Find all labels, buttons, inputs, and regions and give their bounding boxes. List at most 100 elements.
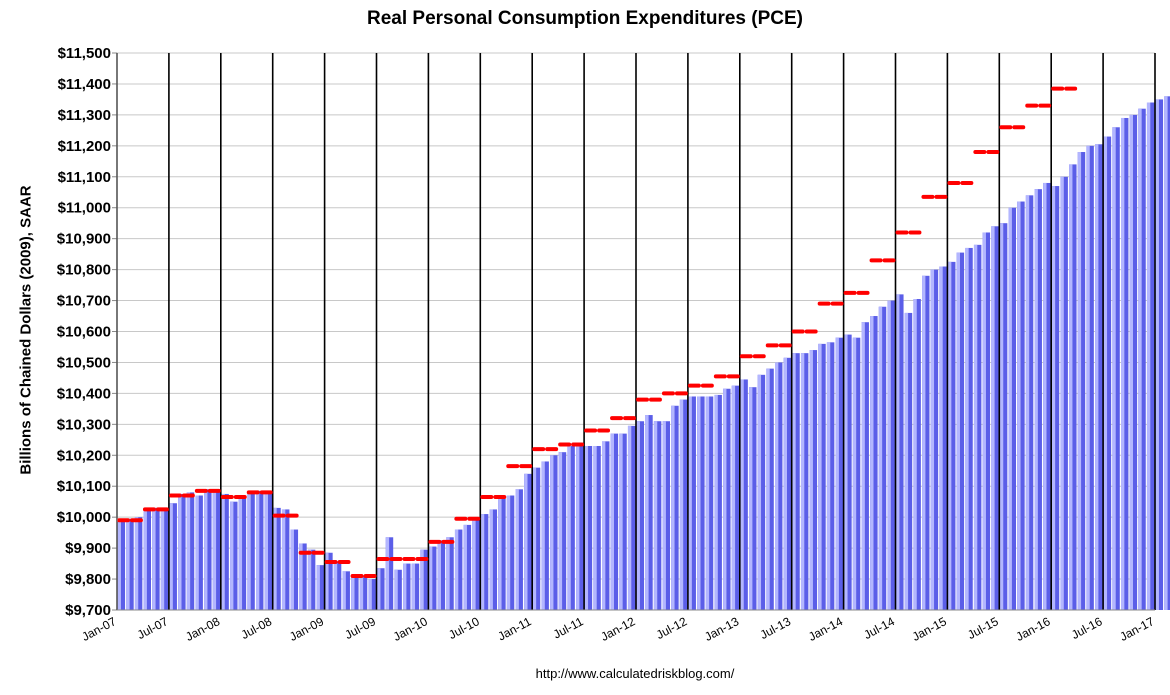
bar xyxy=(1069,164,1077,610)
bar-body xyxy=(1069,164,1077,610)
bar-body xyxy=(1008,207,1016,610)
bar-body xyxy=(714,394,722,610)
bar xyxy=(792,353,800,610)
bar xyxy=(377,568,385,610)
bar-highlight xyxy=(1095,144,1099,610)
bar-body xyxy=(705,396,714,610)
bar-body xyxy=(1086,145,1094,611)
bar-highlight xyxy=(826,342,831,610)
bar xyxy=(230,501,238,610)
bar xyxy=(256,490,264,610)
bar-highlight xyxy=(403,563,407,610)
y-tick-label: $11,300 xyxy=(58,107,111,124)
bar xyxy=(982,232,991,610)
x-tick-label: Jul-12 xyxy=(654,614,690,642)
bar-body xyxy=(740,379,748,610)
bar-body xyxy=(731,385,740,610)
bar-body xyxy=(783,357,792,610)
bar-highlight xyxy=(264,493,269,610)
bar-highlight xyxy=(792,353,796,610)
bar-body xyxy=(264,493,273,610)
bar xyxy=(411,563,420,610)
bar-highlight xyxy=(627,425,632,610)
bar-body xyxy=(697,396,705,610)
bar-highlight xyxy=(472,518,476,610)
bar-body xyxy=(679,399,688,610)
bar-body xyxy=(420,549,428,610)
bar xyxy=(195,495,203,610)
bar-highlight xyxy=(636,421,640,610)
bar-highlight xyxy=(446,537,450,610)
bar-highlight xyxy=(550,455,554,610)
bar-highlight xyxy=(480,514,485,610)
bar-body xyxy=(178,493,186,610)
bar xyxy=(584,445,593,610)
bar-highlight xyxy=(723,388,727,610)
bar xyxy=(844,334,852,610)
bar-highlight xyxy=(1138,108,1142,610)
bar xyxy=(1034,189,1042,610)
bar xyxy=(939,266,947,610)
bar-body xyxy=(515,489,523,610)
source-url[interactable]: http://www.calculatedriskblog.com/ xyxy=(535,666,735,681)
bar-highlight xyxy=(230,501,234,610)
bar-highlight xyxy=(870,316,874,610)
bar-highlight xyxy=(991,226,995,611)
bar-highlight xyxy=(524,473,528,610)
bar-highlight xyxy=(1017,201,1021,611)
bar xyxy=(126,518,134,610)
bar-highlight xyxy=(602,441,606,610)
bar-highlight xyxy=(1069,164,1073,610)
x-tick-label: Jan-08 xyxy=(183,614,222,644)
bar-highlight xyxy=(653,421,658,610)
bar-highlight xyxy=(281,509,286,610)
bar xyxy=(852,337,861,610)
bar-body xyxy=(619,433,627,610)
bar-highlight xyxy=(1060,176,1064,610)
bar-highlight xyxy=(887,300,891,610)
bar-highlight xyxy=(1051,186,1056,611)
bar xyxy=(506,495,515,610)
bar xyxy=(489,509,497,610)
bar-body xyxy=(498,498,506,610)
bar-body xyxy=(195,495,203,610)
x-tick-label: Jul-15 xyxy=(965,614,1001,642)
bar xyxy=(1155,99,1164,611)
bar-highlight xyxy=(532,467,537,610)
bar-highlight xyxy=(1077,152,1082,610)
bar-body xyxy=(904,312,913,610)
bar-body xyxy=(480,514,489,610)
bar xyxy=(117,521,126,610)
bar-body xyxy=(126,518,134,610)
bar-body xyxy=(437,540,446,610)
bar xyxy=(671,405,679,610)
bar xyxy=(757,374,766,610)
y-tick-label: $10,200 xyxy=(57,447,111,464)
bar-highlight xyxy=(835,337,839,610)
bar xyxy=(948,261,956,610)
bar-highlight xyxy=(999,223,1004,610)
bar-body xyxy=(662,421,670,610)
bar xyxy=(178,493,186,610)
bar xyxy=(1086,145,1094,611)
bar xyxy=(861,322,869,610)
bar-body xyxy=(212,490,221,610)
bar-body xyxy=(861,322,869,610)
bar xyxy=(783,357,792,610)
bar xyxy=(394,569,402,610)
bar-body xyxy=(325,552,333,610)
bar-highlight xyxy=(299,543,303,610)
bar xyxy=(775,362,783,610)
bar-body xyxy=(143,510,151,610)
bar xyxy=(1008,207,1016,610)
bar-body xyxy=(723,388,731,610)
bar-body xyxy=(1146,102,1155,610)
bar-body xyxy=(1112,127,1120,611)
bar-highlight xyxy=(429,546,433,610)
y-tick-label: $10,600 xyxy=(57,324,111,341)
bar xyxy=(705,396,714,610)
bar-body xyxy=(403,563,411,610)
bar xyxy=(602,441,610,610)
bar-body xyxy=(852,337,861,610)
bar xyxy=(766,368,774,610)
